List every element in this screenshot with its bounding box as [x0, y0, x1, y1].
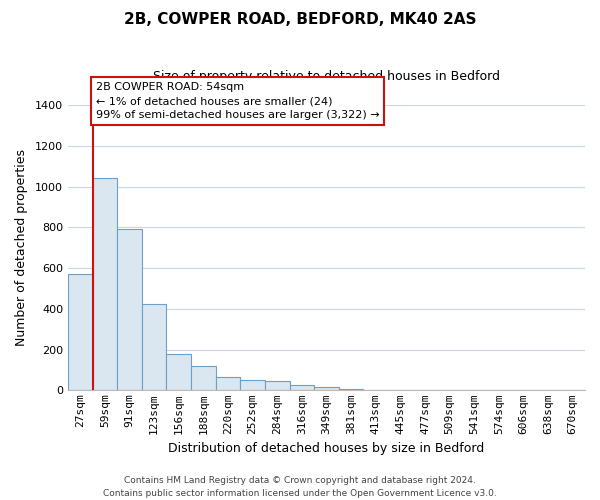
Bar: [191, 366, 215, 390]
Text: 2B, COWPER ROAD, BEDFORD, MK40 2AS: 2B, COWPER ROAD, BEDFORD, MK40 2AS: [124, 12, 476, 28]
Bar: [290, 386, 314, 390]
Bar: [68, 274, 92, 390]
Title: Size of property relative to detached houses in Bedford: Size of property relative to detached ho…: [153, 70, 500, 83]
Bar: [314, 388, 339, 390]
X-axis label: Distribution of detached houses by size in Bedford: Distribution of detached houses by size …: [169, 442, 485, 455]
Bar: [265, 380, 290, 390]
Text: Contains HM Land Registry data © Crown copyright and database right 2024.
Contai: Contains HM Land Registry data © Crown c…: [103, 476, 497, 498]
Bar: [117, 230, 142, 390]
Text: 2B COWPER ROAD: 54sqm
← 1% of detached houses are smaller (24)
99% of semi-detac: 2B COWPER ROAD: 54sqm ← 1% of detached h…: [95, 82, 379, 120]
Bar: [240, 380, 265, 390]
Bar: [215, 377, 240, 390]
Bar: [92, 178, 117, 390]
Bar: [166, 354, 191, 391]
Y-axis label: Number of detached properties: Number of detached properties: [15, 149, 28, 346]
Bar: [142, 304, 166, 390]
